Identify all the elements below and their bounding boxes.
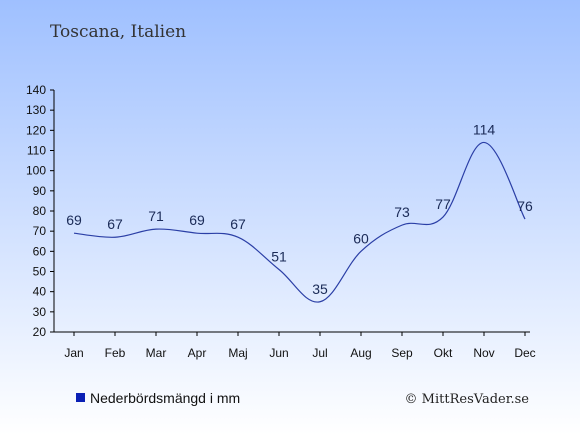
- credit-text: © MittResVader.se: [405, 392, 530, 407]
- x-tick-label: Jul: [312, 346, 327, 360]
- x-tick-label: Maj: [228, 346, 247, 360]
- x-tick-label: Aug: [350, 346, 371, 360]
- data-label: 114: [473, 121, 496, 137]
- y-tick-label: 120: [26, 123, 46, 137]
- x-tick-label: Jan: [64, 346, 83, 360]
- x-tick-label: Dec: [514, 346, 535, 360]
- series-line: [73, 141, 526, 303]
- legend-label: Nederbördsmängd i mm: [90, 390, 240, 406]
- data-label: 69: [189, 212, 205, 228]
- axes: 20 30 40 50 60 70 80 90 100 110 120 130 140 Jan Feb Mar…: [26, 83, 536, 360]
- x-tick-label: Okt: [434, 346, 453, 360]
- y-tick-label: 50: [33, 265, 47, 279]
- y-tick-label: 30: [33, 305, 47, 319]
- y-tick-label: 130: [26, 103, 46, 117]
- data-label: 76: [517, 198, 533, 214]
- y-tick-label: 140: [26, 83, 46, 97]
- data-label: 67: [230, 216, 246, 232]
- y-tick-label: 20: [33, 325, 47, 339]
- y-tick-label: 90: [33, 184, 47, 198]
- x-tick-label: Feb: [105, 346, 126, 360]
- data-label: 67: [107, 216, 123, 232]
- x-tick-label: Apr: [188, 346, 207, 360]
- y-tick-label: 110: [27, 144, 46, 158]
- y-tick-label: 60: [33, 244, 47, 258]
- data-label: 71: [148, 208, 164, 224]
- series-layer: [73, 141, 526, 303]
- data-labels: 69 67 71 69 67 51 35 60 73 77 114 76: [66, 121, 533, 296]
- x-tick-label: Nov: [473, 346, 494, 360]
- chart-subtitle: Toscana, Italien: [50, 22, 186, 42]
- data-label: 69: [66, 212, 82, 228]
- data-label: 51: [271, 248, 287, 264]
- legend-swatch: [76, 393, 85, 402]
- data-label: 60: [353, 230, 369, 246]
- y-tick-label: 70: [33, 224, 47, 238]
- data-label: 35: [312, 281, 328, 297]
- y-tick-label: 40: [33, 285, 47, 299]
- data-label: 77: [435, 196, 451, 212]
- data-label: 73: [394, 204, 410, 220]
- x-tick-label: Jun: [269, 346, 288, 360]
- y-tick-label: 80: [33, 204, 47, 218]
- y-tick-label: 100: [26, 164, 46, 178]
- x-tick-label: Sep: [391, 346, 413, 360]
- x-tick-label: Mar: [146, 346, 167, 360]
